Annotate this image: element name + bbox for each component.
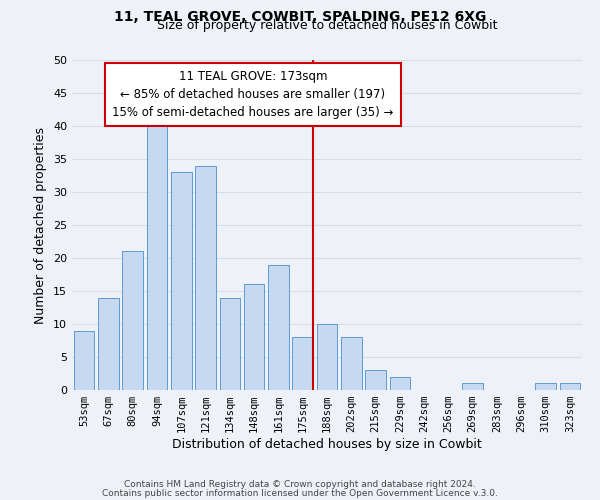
Bar (74, 330, 94, 390)
Y-axis label: Number of detached properties: Number of detached properties (34, 126, 47, 324)
Bar (535, 384, 556, 390)
Bar (146, 126, 167, 390)
Bar (317, 324, 337, 390)
X-axis label: Distribution of detached houses by size in Cowbit: Distribution of detached houses by size … (172, 438, 482, 451)
Bar (98, 298, 119, 390)
Bar (244, 284, 265, 390)
Text: Contains HM Land Registry data © Crown copyright and database right 2024.: Contains HM Land Registry data © Crown c… (124, 480, 476, 489)
Bar (171, 172, 191, 390)
Bar (365, 370, 386, 390)
Bar (341, 337, 362, 390)
Bar (292, 337, 313, 390)
Title: Size of property relative to detached houses in Cowbit: Size of property relative to detached ho… (157, 20, 497, 32)
Bar (220, 298, 240, 390)
Text: Contains public sector information licensed under the Open Government Licence v.: Contains public sector information licen… (102, 488, 498, 498)
Bar (463, 384, 483, 390)
Bar (268, 264, 289, 390)
Bar (195, 166, 216, 390)
Bar (122, 252, 143, 390)
Text: 11 TEAL GROVE: 173sqm
← 85% of detached houses are smaller (197)
15% of semi-det: 11 TEAL GROVE: 173sqm ← 85% of detached … (112, 70, 394, 119)
Bar (560, 384, 580, 390)
Text: 11, TEAL GROVE, COWBIT, SPALDING, PE12 6XG: 11, TEAL GROVE, COWBIT, SPALDING, PE12 6… (114, 10, 486, 24)
Bar (389, 377, 410, 390)
